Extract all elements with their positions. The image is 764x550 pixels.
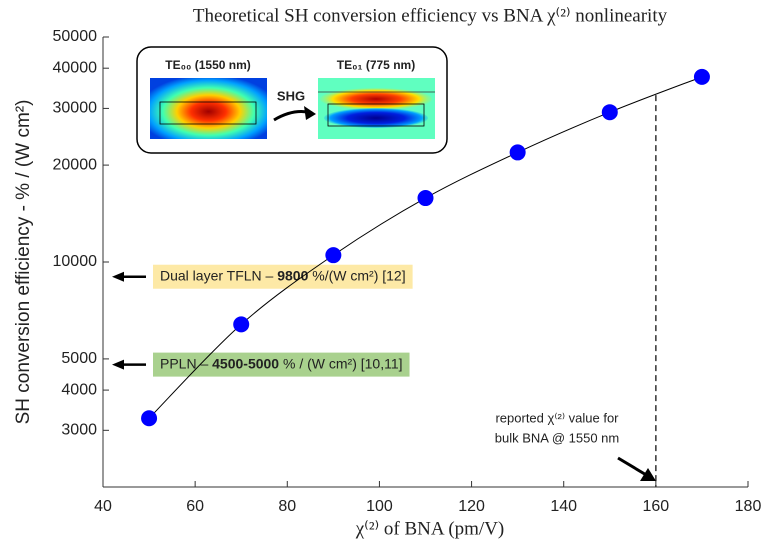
y-tick-label: 20000 [53, 156, 98, 173]
benchmark: Dual layer TFLN – 9800 %/(W cm²) [12] [112, 264, 413, 289]
x-tick-label: 180 [735, 498, 762, 515]
benchmark-arrow-head [112, 359, 124, 370]
data-point [417, 190, 434, 207]
y-tick-label: 3000 [61, 422, 97, 439]
benchmark-box [153, 352, 410, 377]
x-tick-label: 120 [458, 498, 485, 515]
y-tick-label: 30000 [53, 100, 98, 117]
data-point [601, 104, 618, 121]
inset-right-label: TE₀₁ (775 nm) [337, 58, 415, 72]
benchmark-arrow-head [112, 271, 124, 282]
benchmark-label-part: Dual layer TFLN – [160, 267, 277, 283]
benchmark: PPLN – 4500-5000 % / (W cm²) [10,11] [112, 352, 410, 377]
data-point [233, 316, 250, 333]
y-axis-label: SH conversion efficiency - % / (W cm²) [13, 100, 34, 425]
inset-arrow-label: SHG [277, 88, 305, 103]
y-tick-label: 10000 [53, 253, 98, 270]
benchmark-label: PPLN – 4500-5000 % / (W cm²) [10,11] [160, 355, 403, 371]
data-point [693, 68, 710, 85]
inset: TE₀₀ (1550 nm) TE₀₁ (775 nm) SHG [136, 46, 448, 154]
inset-arrow-head [304, 106, 316, 120]
mode-image [150, 78, 267, 139]
benchmark-label-part: %/(W cm²) [12] [308, 267, 405, 283]
reference-arrow [617, 456, 649, 478]
inset-left-label: TE₀₀ (1550 nm) [165, 58, 251, 72]
data-point [509, 144, 526, 161]
benchmark-label-part: 4500-5000 [212, 355, 279, 371]
x-tick-label: 160 [643, 498, 670, 515]
waveguide-outline [327, 103, 425, 127]
x-axis-label: χ⁽²⁾ of BNA (pm/V) [355, 518, 505, 539]
data-point [141, 410, 158, 427]
y-tick-label: 5000 [61, 350, 97, 367]
x-tick-label: 80 [278, 498, 296, 515]
benchmark-label-part: % / (W cm²) [10,11] [279, 355, 402, 371]
x-tick-label: 40 [94, 498, 112, 515]
benchmark-box [153, 264, 413, 289]
y-tick-label: 40000 [53, 59, 98, 76]
mode-lobe [324, 108, 428, 128]
y-tick-label: 4000 [61, 381, 97, 398]
x-tick-label: 60 [186, 498, 204, 515]
benchmark-label-part: PPLN – [160, 355, 212, 371]
chart-title: Theoretical SH conversion efficiency vs … [193, 5, 668, 26]
x-tick-label: 100 [366, 498, 393, 515]
x-tick-label: 140 [550, 498, 577, 515]
benchmark-label-part: 9800 [277, 267, 308, 283]
waveguide-outline [159, 101, 257, 125]
mode-lobe [320, 88, 432, 110]
reference-arrow-head [640, 468, 656, 481]
y-tick-label: 50000 [53, 28, 98, 45]
reference-label: bulk BNA @ 1550 nm [495, 430, 619, 445]
data-point [325, 247, 342, 264]
benchmark-label: Dual layer TFLN – 9800 %/(W cm²) [12] [160, 267, 406, 283]
reference-label: reported χ⁽²⁾ value for [495, 410, 619, 425]
